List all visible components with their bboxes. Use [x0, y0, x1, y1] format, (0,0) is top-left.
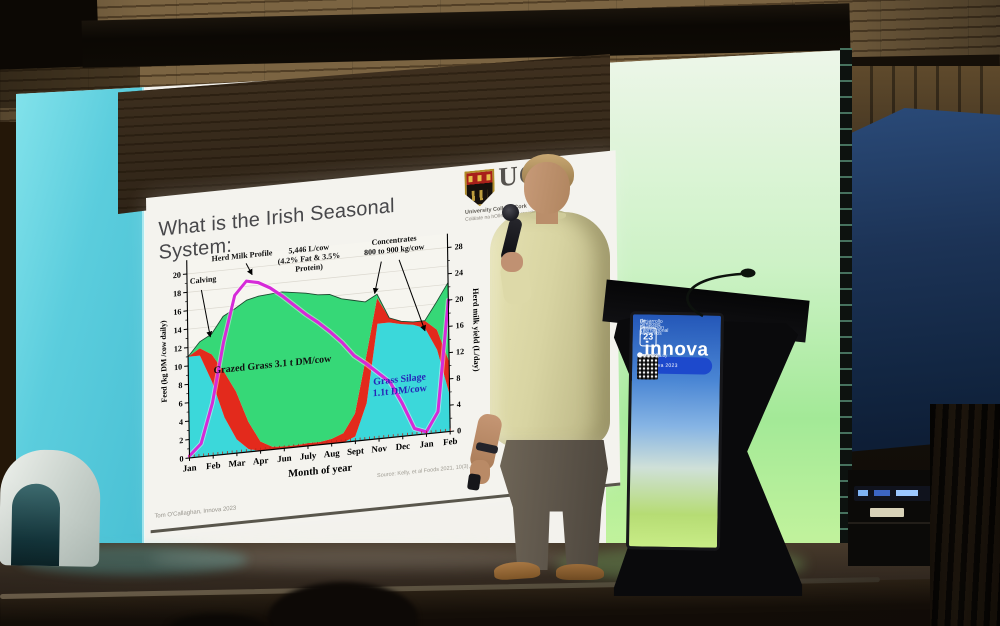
presenter-clicker	[466, 473, 482, 491]
svg-text:July: July	[300, 450, 317, 462]
rack-shelf	[848, 522, 940, 524]
svg-text:Herd milk yield (L/day): Herd milk yield (L/day)	[471, 288, 481, 372]
svg-text:8: 8	[178, 381, 182, 390]
svg-text:12: 12	[456, 347, 464, 357]
svg-text:Aug: Aug	[324, 448, 341, 460]
svg-text:14: 14	[174, 326, 182, 336]
navy-backdrop-panel	[846, 108, 1000, 452]
svg-text:Feb: Feb	[443, 436, 458, 447]
svg-text:4: 4	[179, 418, 183, 427]
equipment-rack	[848, 470, 940, 566]
svg-text:20: 20	[173, 270, 181, 280]
svg-text:5,446 L/cow(4.2% Fat & 3.5%Pro: 5,446 L/cow(4.2% Fat & 3.5%Protein)	[277, 241, 340, 275]
svg-text:28: 28	[454, 242, 462, 252]
svg-text:0: 0	[457, 426, 461, 435]
presenter-trousers	[500, 440, 608, 570]
screen-edge-frame	[840, 48, 852, 556]
curtain-folds	[930, 404, 1000, 626]
presenter-head	[524, 162, 570, 214]
svg-text:Month of year: Month of year	[288, 463, 352, 481]
led-display-segment	[874, 490, 890, 496]
svg-text:Jan: Jan	[420, 438, 434, 449]
svg-text:Nov: Nov	[371, 443, 387, 455]
svg-text:16: 16	[456, 321, 464, 331]
audience-head-silhouette	[168, 614, 268, 626]
svg-text:Calving: Calving	[190, 274, 217, 286]
led-display-segment	[896, 490, 918, 496]
svg-text:Jan: Jan	[183, 462, 197, 473]
svg-text:16: 16	[173, 307, 181, 317]
presenter-shoe-right	[556, 564, 604, 580]
svg-text:Mar: Mar	[229, 457, 246, 469]
presenter-shoe-left	[493, 560, 541, 581]
qr-code	[636, 354, 659, 380]
svg-text:20: 20	[455, 294, 463, 304]
stage-curtain	[930, 404, 1000, 626]
arch-opening	[10, 483, 61, 567]
svg-text:2: 2	[179, 436, 183, 445]
footer-link: #innova23	[637, 351, 659, 358]
microphone-head	[502, 204, 519, 221]
svg-text:0: 0	[179, 454, 183, 463]
presentation-slide: What is the Irish Seasonal System: UCC U…	[146, 150, 621, 534]
gooseneck-microphone	[686, 268, 756, 318]
svg-text:Apr: Apr	[253, 455, 269, 467]
svg-text:Feed (kg DM /cow daily): Feed (kg DM /cow daily)	[159, 320, 169, 403]
svg-text:24: 24	[455, 268, 463, 278]
svg-text:10: 10	[174, 362, 182, 372]
svg-text:Feb: Feb	[206, 460, 221, 471]
svg-text:4: 4	[457, 400, 461, 409]
svg-text:Sept: Sept	[347, 445, 364, 457]
inflatable-arch-prop	[0, 449, 102, 567]
led-display-segment	[858, 490, 868, 496]
svg-text:12: 12	[174, 344, 182, 354]
svg-text:18: 18	[173, 289, 181, 299]
svg-text:8: 8	[456, 374, 460, 383]
svg-text:Jun: Jun	[277, 453, 292, 464]
presenter-right-hand	[501, 252, 523, 272]
svg-text:6: 6	[179, 399, 183, 408]
av-receiver	[854, 486, 932, 501]
podium-screen: innova 23 Simposio Internacional de Inno…	[625, 311, 725, 551]
presenter	[466, 148, 653, 593]
svg-text:Dec: Dec	[396, 441, 411, 452]
screen-seam	[142, 50, 145, 557]
slide-credit: Tom O'Callaghan, Innova 2023	[154, 505, 237, 520]
equipment-label	[870, 508, 904, 517]
podium-screen-content: innova 23 Simposio Internacional de Inno…	[629, 314, 721, 548]
